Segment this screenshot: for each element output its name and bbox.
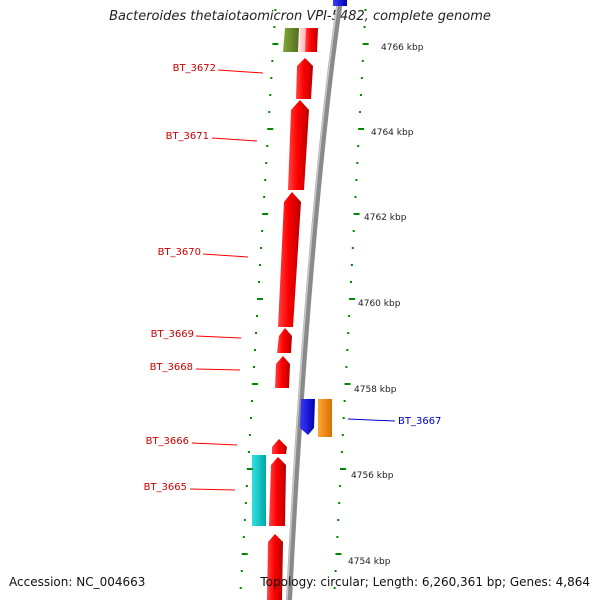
leader-line-BT_3672 [217, 69, 264, 74]
gene-label-BT_3668[interactable]: BT_3668 [150, 362, 193, 373]
gene-label-BT_3667[interactable]: BT_3667 [398, 416, 441, 427]
gene-red-bottom[interactable] [267, 534, 283, 600]
leader-line-BT_3666 [191, 442, 238, 446]
genome-backbone [286, 0, 343, 600]
gene-BT_3672[interactable] [296, 58, 313, 99]
gene-pink-top[interactable] [299, 28, 306, 52]
leader-line-BT_3670 [202, 253, 249, 258]
scale-label: 4762 kbp [364, 213, 407, 223]
gene-BT_3667-orange[interactable] [318, 399, 332, 437]
accession-text: Accession: NC_004663 [9, 575, 146, 589]
gene-BT_3665[interactable] [269, 457, 286, 526]
gene-BT_3671[interactable] [288, 100, 309, 190]
gene-blue-partial-top[interactable] [333, 0, 347, 6]
scale-label: 4758 kbp [354, 385, 397, 395]
gene-BT_3669[interactable] [277, 328, 292, 353]
gene-BT_3666[interactable] [272, 439, 287, 454]
topology-text: Topology: circular; Length: 6,260,361 bp… [260, 575, 590, 589]
left-tick-track [239, 9, 279, 589]
gene-BT_3670[interactable] [278, 192, 301, 327]
gene-olive-top[interactable] [283, 28, 299, 52]
leader-line-BT_3665 [189, 488, 236, 491]
gene-label-BT_3671[interactable]: BT_3671 [166, 131, 209, 142]
leader-line-BT_3667 [347, 418, 396, 422]
gene-label-BT_3669[interactable]: BT_3669 [151, 329, 194, 340]
gene-red-top[interactable] [305, 28, 318, 52]
right-tick-track [333, 9, 369, 589]
scale-label: 4760 kbp [358, 299, 401, 309]
leader-line-BT_3671 [211, 137, 258, 142]
gene-cyan[interactable] [252, 455, 266, 526]
scale-label: 4766 kbp [381, 43, 424, 53]
gene-label-BT_3670[interactable]: BT_3670 [158, 247, 201, 258]
gene-BT_3667-blue[interactable] [300, 399, 315, 435]
gene-BT_3668[interactable] [275, 356, 290, 388]
leader-line-BT_3669 [195, 335, 242, 339]
gene-label-BT_3666[interactable]: BT_3666 [146, 436, 189, 447]
map-title: Bacteroides thetaiotaomicron VPI-5482, c… [109, 9, 491, 24]
scale-label: 4754 kbp [348, 557, 391, 567]
scale-label: 4764 kbp [371, 128, 414, 138]
leader-line-BT_3668 [195, 368, 241, 371]
scale-label: 4756 kbp [351, 471, 394, 481]
gene-label-BT_3672[interactable]: BT_3672 [173, 63, 216, 74]
gene-label-BT_3665[interactable]: BT_3665 [144, 482, 187, 493]
genome-backbone-highlight [286, 0, 339, 600]
